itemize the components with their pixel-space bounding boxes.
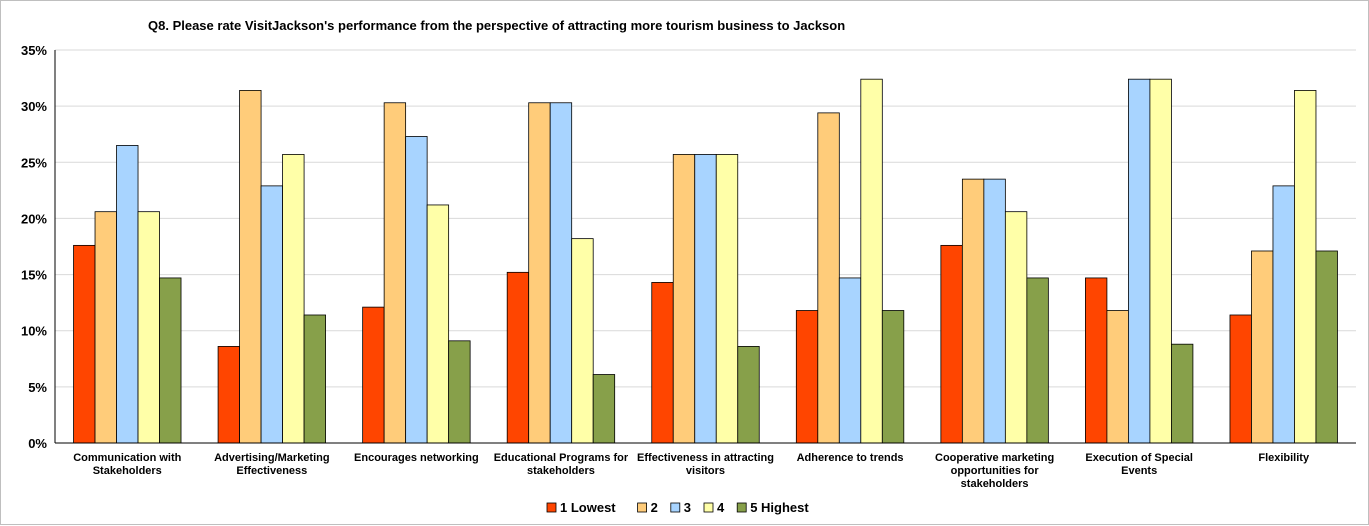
- legend-label: 4: [717, 500, 725, 515]
- bar: [1294, 90, 1317, 444]
- bar: [1272, 185, 1295, 444]
- legend-swatch: [637, 502, 647, 513]
- legend-swatch: [546, 502, 557, 513]
- x-tick-label: Stakeholders: [93, 465, 162, 477]
- bar: [817, 112, 840, 444]
- chart-title: Q8. Please rate VisitJackson's performan…: [148, 18, 845, 33]
- bar: [592, 374, 616, 444]
- legend-swatch: [703, 502, 714, 513]
- x-tick-label: Effectiveness in attracting: [637, 452, 774, 464]
- bar: [1026, 277, 1049, 444]
- y-tick-label: 35%: [21, 43, 47, 58]
- x-tick-label: Execution of Special: [1085, 452, 1193, 464]
- bar: [239, 90, 262, 444]
- bar: [303, 314, 326, 444]
- x-tick-label: Effectiveness: [236, 465, 307, 477]
- x-tick-label: Events: [1121, 465, 1157, 477]
- legend: 1 Lowest 2 3 4 5 Highest: [546, 500, 809, 515]
- x-tick-label: opportunities for: [951, 465, 1040, 477]
- y-tick-label: 5%: [28, 380, 47, 395]
- bar: [405, 136, 428, 444]
- bar: [448, 340, 471, 444]
- y-tick-label: 30%: [21, 99, 47, 114]
- labels-layer: 0% 5% 10% 15% 20% 25% 30% 35% Communication with…: [21, 43, 1310, 490]
- bar: [694, 154, 717, 444]
- x-tick-label: visitors: [686, 465, 725, 477]
- bar: [715, 154, 739, 444]
- x-tick-label: Educational Programs for: [494, 452, 629, 464]
- y-tick-label: 20%: [21, 211, 47, 226]
- x-tick-label: Adherence to trends: [797, 452, 904, 464]
- bar: [1149, 78, 1172, 444]
- bar: [860, 78, 883, 444]
- bar: [260, 185, 283, 444]
- bar: [362, 306, 385, 444]
- axis-layer: [54, 50, 1356, 444]
- bar: [94, 211, 117, 444]
- bar: [217, 346, 240, 444]
- bar: [651, 282, 674, 444]
- x-tick-label: stakeholders: [961, 478, 1029, 490]
- x-tick-label: Cooperative marketing: [935, 452, 1054, 464]
- legend-label: 1 Lowest: [560, 500, 616, 515]
- x-tick-label: Flexibility: [1258, 452, 1310, 464]
- x-tick-label: Communication with: [73, 452, 181, 464]
- bar: [528, 102, 551, 444]
- bar: [1004, 211, 1028, 444]
- bar: [137, 211, 160, 444]
- bar: [549, 102, 573, 444]
- bar: [506, 271, 530, 444]
- legend-label: 5 Highest: [750, 500, 809, 515]
- bar: [1315, 250, 1338, 444]
- legend-label: 2: [651, 500, 658, 515]
- y-tick-label: 0%: [28, 436, 47, 451]
- bar: [983, 178, 1006, 444]
- bar: [282, 154, 305, 444]
- bar: [159, 277, 182, 444]
- bar: [1085, 277, 1108, 444]
- bars-layer: [73, 78, 1338, 444]
- bar: [1171, 343, 1194, 444]
- y-tick-label: 25%: [21, 155, 47, 170]
- bar: [1128, 78, 1151, 444]
- bar: [881, 310, 905, 444]
- legend-label: 3: [684, 500, 691, 515]
- bar: [1229, 314, 1252, 444]
- bar: [383, 102, 407, 444]
- bar: [737, 346, 760, 444]
- x-tick-label: Encourages networking: [354, 452, 479, 464]
- x-tick-label: Advertising/Marketing: [214, 452, 330, 464]
- x-tick-label: stakeholders: [527, 465, 595, 477]
- y-tick-label: 10%: [21, 324, 47, 339]
- legend-swatch: [736, 502, 747, 513]
- bar: [940, 244, 963, 444]
- y-tick-label: 15%: [21, 268, 47, 283]
- bar: [73, 244, 96, 444]
- bar: [1251, 250, 1274, 444]
- bar: [672, 154, 696, 444]
- bar: [795, 310, 819, 444]
- bar: [1106, 310, 1129, 444]
- bar: [838, 277, 862, 444]
- bar: [961, 178, 985, 444]
- legend-swatch: [670, 502, 681, 513]
- bar: [426, 204, 450, 444]
- bar: [571, 238, 594, 444]
- bar: [116, 145, 139, 444]
